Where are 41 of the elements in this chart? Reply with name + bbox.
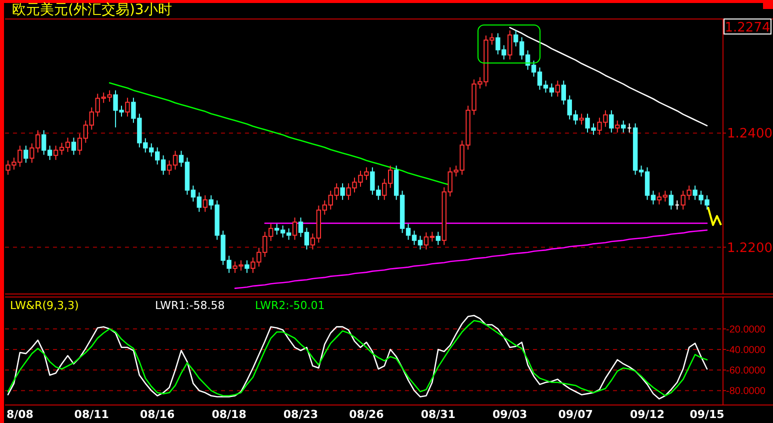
y-tick-label: -80.0000 xyxy=(726,386,766,398)
y-tick-label: 1.2400 xyxy=(727,126,772,142)
y-tick-label: -20.0000 xyxy=(726,324,766,336)
candlestick xyxy=(71,137,76,156)
candlestick xyxy=(609,110,614,134)
candlestick xyxy=(244,260,250,274)
x-tick-label: 08/26 xyxy=(349,408,384,421)
candlestick xyxy=(340,182,345,200)
x-tick-label: 09/07 xyxy=(558,408,593,421)
text: LWR1:-58.58 xyxy=(155,299,225,312)
x-tick-label: 08/16 xyxy=(140,408,176,421)
candlestick xyxy=(436,231,441,246)
candlestick xyxy=(579,113,584,126)
line-series xyxy=(509,26,708,126)
candlestick xyxy=(555,80,560,98)
x-tick-label: 08/23 xyxy=(283,408,318,421)
x-tick-label: 08/11 xyxy=(74,408,109,421)
x-tick-label: 09/12 xyxy=(630,408,665,421)
candlestick xyxy=(621,120,626,134)
y-tick-label: -40.0000 xyxy=(726,344,766,356)
candlestick xyxy=(508,30,512,60)
candlestick xyxy=(292,217,298,240)
x-tick-label: 09/03 xyxy=(492,408,528,421)
candlestick xyxy=(668,190,674,210)
y-tick-label: 1.2200 xyxy=(727,240,772,256)
x-tick-label: 08/18 xyxy=(212,408,246,421)
candlestick xyxy=(24,145,28,164)
x-tick-label: 8/08 xyxy=(6,408,34,421)
candlestick xyxy=(202,194,208,212)
chart-title: 欧元美元(外汇交易)3小时 xyxy=(12,2,172,18)
x-tick-label: 08/31 xyxy=(420,408,456,421)
y-tick-label: -60.0000 xyxy=(726,366,766,377)
chart-title: LW&R(9,3,3) xyxy=(10,299,79,312)
text: 1.2274 xyxy=(724,20,770,36)
text: LWR2:-50.01 xyxy=(255,299,325,312)
candlestick xyxy=(125,97,130,118)
candlestick xyxy=(626,122,632,134)
x-tick-label: 09/15 xyxy=(690,408,724,421)
candlestick xyxy=(615,120,620,134)
line-series xyxy=(234,229,708,289)
candlestick xyxy=(674,200,680,210)
